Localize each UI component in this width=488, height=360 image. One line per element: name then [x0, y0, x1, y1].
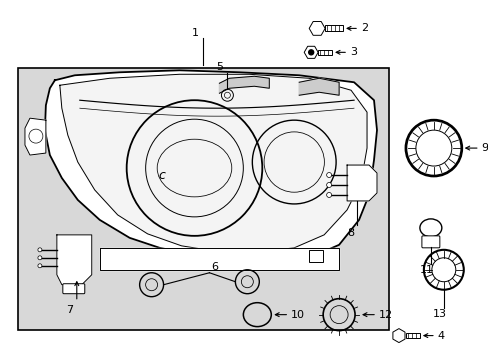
Text: 10: 10: [291, 310, 305, 320]
Polygon shape: [346, 165, 376, 201]
FancyBboxPatch shape: [318, 50, 331, 55]
FancyBboxPatch shape: [405, 333, 419, 338]
Text: 11: 11: [419, 265, 433, 275]
Text: 4: 4: [437, 330, 444, 341]
Text: 3: 3: [349, 47, 356, 57]
Text: 1: 1: [192, 28, 199, 39]
FancyBboxPatch shape: [421, 236, 439, 248]
Circle shape: [326, 193, 331, 197]
Polygon shape: [219, 76, 269, 93]
FancyBboxPatch shape: [325, 26, 343, 31]
Circle shape: [38, 264, 42, 268]
Polygon shape: [45, 70, 376, 262]
Circle shape: [38, 256, 42, 260]
Circle shape: [38, 248, 42, 252]
Text: 7: 7: [66, 305, 73, 315]
FancyBboxPatch shape: [18, 68, 388, 330]
Polygon shape: [299, 78, 338, 95]
Circle shape: [326, 183, 331, 188]
Circle shape: [308, 50, 313, 55]
Text: 13: 13: [432, 309, 446, 319]
Text: 5: 5: [216, 62, 223, 72]
Text: 9: 9: [481, 143, 488, 153]
Polygon shape: [100, 248, 338, 270]
Polygon shape: [25, 118, 46, 155]
Text: 8: 8: [347, 228, 354, 238]
FancyBboxPatch shape: [62, 284, 84, 294]
Polygon shape: [60, 74, 366, 252]
FancyBboxPatch shape: [308, 250, 323, 262]
Text: c: c: [158, 168, 164, 181]
Circle shape: [326, 172, 331, 177]
Text: 6: 6: [211, 262, 218, 272]
Text: 12: 12: [378, 310, 392, 320]
Polygon shape: [57, 235, 92, 285]
Text: 2: 2: [360, 23, 367, 33]
